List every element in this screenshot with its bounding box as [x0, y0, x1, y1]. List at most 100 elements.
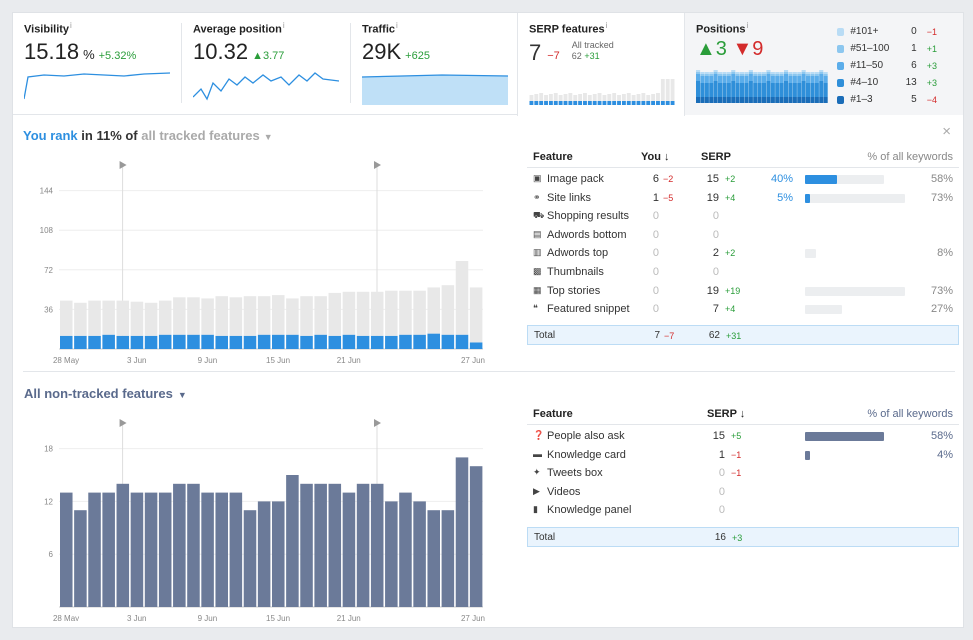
chart-bar [286, 298, 299, 335]
positions-legend-item[interactable]: #11–50 6 +3 [837, 57, 937, 74]
positions-card[interactable]: Positionsi ▲3 ▼9 #101+ 0 −1 #51–100 1 +1 #11–5… [685, 13, 963, 115]
pct-bar [805, 193, 905, 203]
positions-mini-bar [788, 76, 793, 83]
chart-bar [88, 492, 101, 607]
positions-mini-bar [753, 97, 758, 103]
visibility-card[interactable]: Visibilityi 15.18% +5.32% [13, 13, 181, 115]
positions-legend-item[interactable]: #101+ 0 −1 [837, 23, 937, 40]
positions-mini-bar [757, 97, 762, 103]
col-pct-header: % of all keywords [867, 151, 953, 163]
chart-bar [455, 334, 469, 349]
total-you: 7 [654, 330, 660, 341]
close-icon[interactable]: × [942, 123, 951, 140]
legend-swatch [837, 95, 845, 104]
chart-bar [328, 292, 342, 336]
pct-bar [805, 175, 885, 184]
serp-features-card[interactable]: SERP featuresi 7 −7 All tracked 62 +31 [517, 13, 685, 116]
info-icon[interactable]: i [396, 21, 398, 30]
serp-mini-bar-all [578, 94, 583, 105]
positions-mini-bar [740, 72, 745, 74]
serp-delta: +5 [731, 431, 742, 441]
info-icon[interactable]: i [605, 21, 608, 30]
legend-delta: −4 [926, 94, 938, 105]
positions-mini-bar [735, 72, 740, 74]
positions-mini-bar [744, 97, 749, 103]
feature-name: Shopping results [547, 210, 629, 223]
chart-bar [413, 334, 426, 349]
positions-mini-bar [753, 76, 758, 83]
positions-mini-bar [740, 97, 745, 103]
x-tick-label: 21 Jun [337, 356, 361, 365]
positions-mini-bar [726, 97, 731, 103]
serp-mini-bar-all [607, 94, 612, 105]
positions-mini-bar [770, 74, 775, 76]
serp-mini-bar-all [636, 94, 641, 105]
positions-mini-bar [753, 74, 758, 76]
chart-bar [229, 297, 243, 336]
serp-mini-bar-you [548, 101, 553, 105]
positions-mini-bar [718, 72, 723, 74]
col-you-header[interactable]: You ↓ [641, 151, 670, 163]
positions-mini-bar [775, 76, 780, 83]
positions-legend-item[interactable]: #1–3 5 −4 [837, 91, 937, 108]
serp-mini-bar-all [544, 95, 548, 105]
traffic-card[interactable]: Traffici 29K +625 [351, 13, 517, 115]
chevron-down-icon[interactable]: ▼ [263, 132, 273, 142]
positions-mini-bar [784, 74, 789, 81]
feature-name: People also ask [547, 430, 625, 442]
positions-mini-bar [801, 97, 806, 103]
positions-mini-bar [797, 74, 802, 76]
feature-filter-dropdown[interactable]: all tracked features [141, 128, 260, 143]
positions-mini-bar [819, 74, 824, 81]
y-tick-label: 6 [49, 550, 54, 559]
share-value: 40% [770, 173, 793, 185]
col-serp-header[interactable]: SERP ↓ [707, 408, 746, 420]
total-serp: 62 [708, 330, 720, 341]
positions-mini-bar [775, 83, 780, 97]
chart-bar [455, 261, 469, 335]
chart-bar [399, 492, 412, 607]
positions-mini-bar [788, 72, 793, 74]
x-tick-label: 15 Jun [266, 614, 290, 621]
card-title: Average position [193, 23, 282, 36]
chart-bar [229, 335, 243, 349]
card-title: Traffic [362, 23, 396, 36]
serp-value: 7 [529, 39, 542, 65]
positions-mini-bar [748, 97, 753, 103]
positions-legend-item[interactable]: #4–10 13 +3 [837, 74, 937, 91]
positions-legend-item[interactable]: #51–100 1 +1 [837, 40, 937, 57]
positions-mini-bar [731, 97, 736, 103]
positions-mini-bar [726, 74, 731, 76]
info-icon[interactable]: i [70, 21, 72, 30]
chart-bar [257, 501, 271, 607]
positions-mini-bar [806, 74, 811, 76]
positions-mini-bar [722, 72, 727, 74]
positions-mini-bar [792, 83, 797, 97]
share-bar [805, 175, 837, 184]
positions-mini-bar [810, 72, 815, 74]
col-feature-header[interactable]: Feature [533, 151, 573, 163]
serp-mini-bar-all [670, 79, 675, 105]
positions-mini-bar [770, 83, 775, 97]
chart-bar [187, 483, 200, 607]
serp-mini-bar-you [602, 101, 607, 105]
visibility-sparkline [23, 72, 171, 99]
serp-mini-bar-all [553, 93, 558, 105]
positions-mini-bar [744, 76, 749, 83]
positions-mini-bar [700, 97, 705, 103]
serp-mini-bar-all [660, 79, 665, 105]
chart-bar [201, 334, 214, 349]
col-feature-header[interactable]: Feature [533, 408, 573, 420]
avg-position-card[interactable]: Average positioni 10.32 ▲3.77 [182, 13, 350, 115]
serp-mini-bar-all [592, 94, 597, 105]
positions-mini-bar [814, 83, 819, 97]
you-delta: −2 [663, 174, 674, 184]
chart-bar [257, 296, 271, 335]
nontracked-title[interactable]: All non-tracked features ▼ [24, 386, 187, 401]
serp-mini-bar-you [636, 101, 641, 105]
chevron-down-icon[interactable]: ▼ [177, 390, 187, 400]
info-icon[interactable]: i [282, 21, 285, 30]
positions-mini-bar [784, 81, 789, 97]
info-icon[interactable]: i [746, 21, 749, 30]
col-serp-header[interactable]: SERP [701, 151, 731, 163]
